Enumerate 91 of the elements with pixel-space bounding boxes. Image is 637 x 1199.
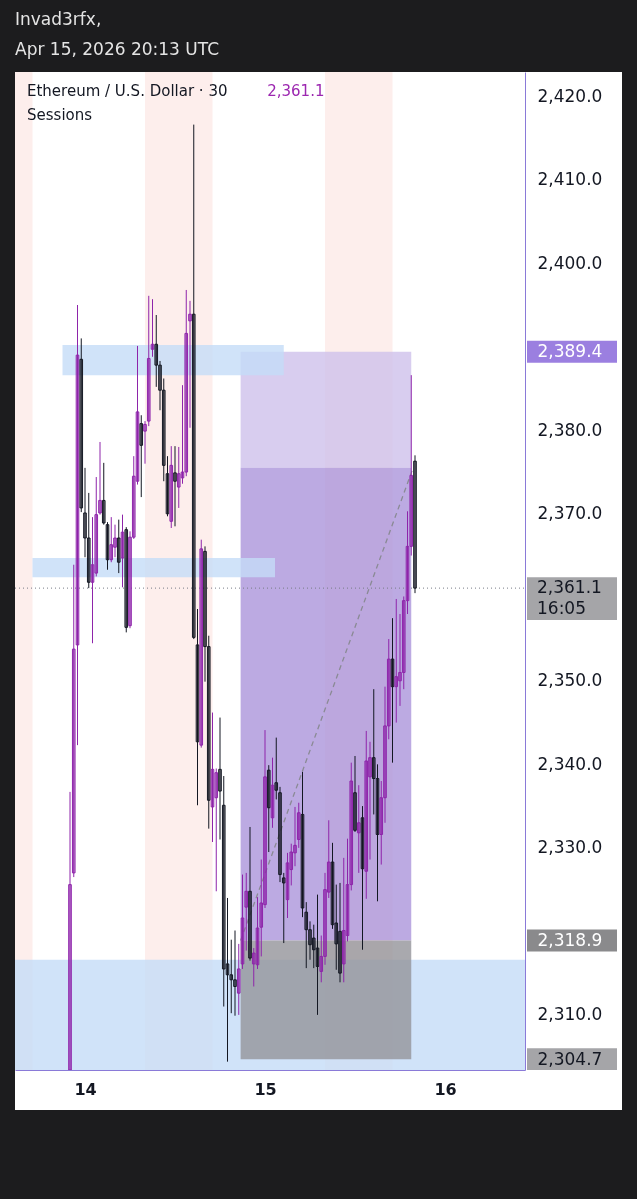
candlestick [221,775,226,1008]
candlestick [409,374,414,557]
candlestick [101,462,106,526]
candlestick [199,539,204,749]
candlestick [116,519,121,574]
x-tick-label: 15 [254,1079,277,1099]
candlestick [274,737,279,800]
candlestick [158,360,162,411]
candlestick [71,564,76,878]
candlestick [383,686,387,824]
ref-line-label: 2,361.1 16:05 [537,577,602,619]
candlestick [248,826,252,962]
candlestick [214,768,219,892]
annotation: 2,361.1 [267,82,325,100]
text: Invad3rfx, Apr 15, 2026 20:13 UTC [15,9,220,59]
candlestick [281,872,286,944]
candlestick [413,454,417,594]
candlestick [68,791,72,1071]
candlestick [334,884,339,971]
candlestick [180,384,185,485]
candlestick [323,872,327,966]
y-tick-label: 2,304.7 [537,1048,603,1069]
candlestick [169,445,174,529]
candlestick [304,901,309,969]
candlestick [184,289,189,477]
candlestick [154,314,159,388]
candlestick [176,446,181,509]
candlestick [251,947,256,987]
candlestick [308,920,312,961]
candlestick [356,784,361,874]
candlestick [203,545,207,683]
y-tick-label: 2,350.0 [537,670,603,691]
y-tick-label: 2,340.0 [537,753,603,774]
candlestick [326,819,331,899]
candlestick [244,872,249,952]
candlestick [289,843,294,886]
candlestick [161,378,166,482]
candlestick [233,930,237,1017]
candlestick [371,688,376,815]
candlestick [401,595,406,690]
candlestick [188,300,192,429]
candlestick [109,516,114,563]
x-tick-label: 14 [74,1079,97,1099]
candlestick [83,467,87,558]
candlestick [124,526,129,633]
candlestick [319,935,324,983]
candlestick [128,530,132,629]
candlestick [236,943,241,1016]
candlestick [349,762,354,891]
y-tick-label: 2,389.4 [537,341,603,362]
candlestick [293,806,297,867]
y-tick-label: 2,318.9 [537,930,603,951]
candlestick [86,492,91,589]
candlestick [338,882,342,983]
y-tick-label: 2,400.0 [537,252,603,273]
candlestick [79,337,84,513]
candlestick [113,524,117,558]
candlestick [98,441,102,516]
text: Sessions [27,106,93,124]
candlestick [353,755,357,833]
candlestick [341,857,346,983]
candlestick [386,638,391,740]
x-tick-label: 16 [434,1079,457,1099]
candlestick [398,613,402,707]
candlestick [218,717,222,840]
candlestick [143,420,147,465]
candlestick [146,295,151,427]
candlestick [259,859,264,957]
candlestick [311,924,316,969]
y-tick-label: 2,330.0 [537,837,603,858]
y-tick-label: 2,310.0 [537,1004,603,1025]
candlestick [263,729,267,909]
candlestick [206,635,211,830]
candlestick [364,730,369,900]
y-tick-label: 2,410.0 [537,169,603,190]
y-tick-label: 2,420.0 [537,85,603,106]
candlestick [139,414,144,498]
candlestick [278,786,282,883]
candlestick [173,445,177,527]
candlestick [131,455,136,540]
candlestick [296,802,301,849]
candlestick [368,741,372,861]
candlestick [266,764,271,853]
candlestick [394,598,399,724]
candlestick [191,124,196,640]
y-tick-label: 2,380.0 [537,419,603,440]
candlestick [94,476,99,577]
y-tick-label: 2,370.0 [537,503,603,524]
text: Ethereum / U.S. Dollar · 30 [27,82,228,100]
candlestick [379,780,384,866]
candlestick [229,939,234,1014]
